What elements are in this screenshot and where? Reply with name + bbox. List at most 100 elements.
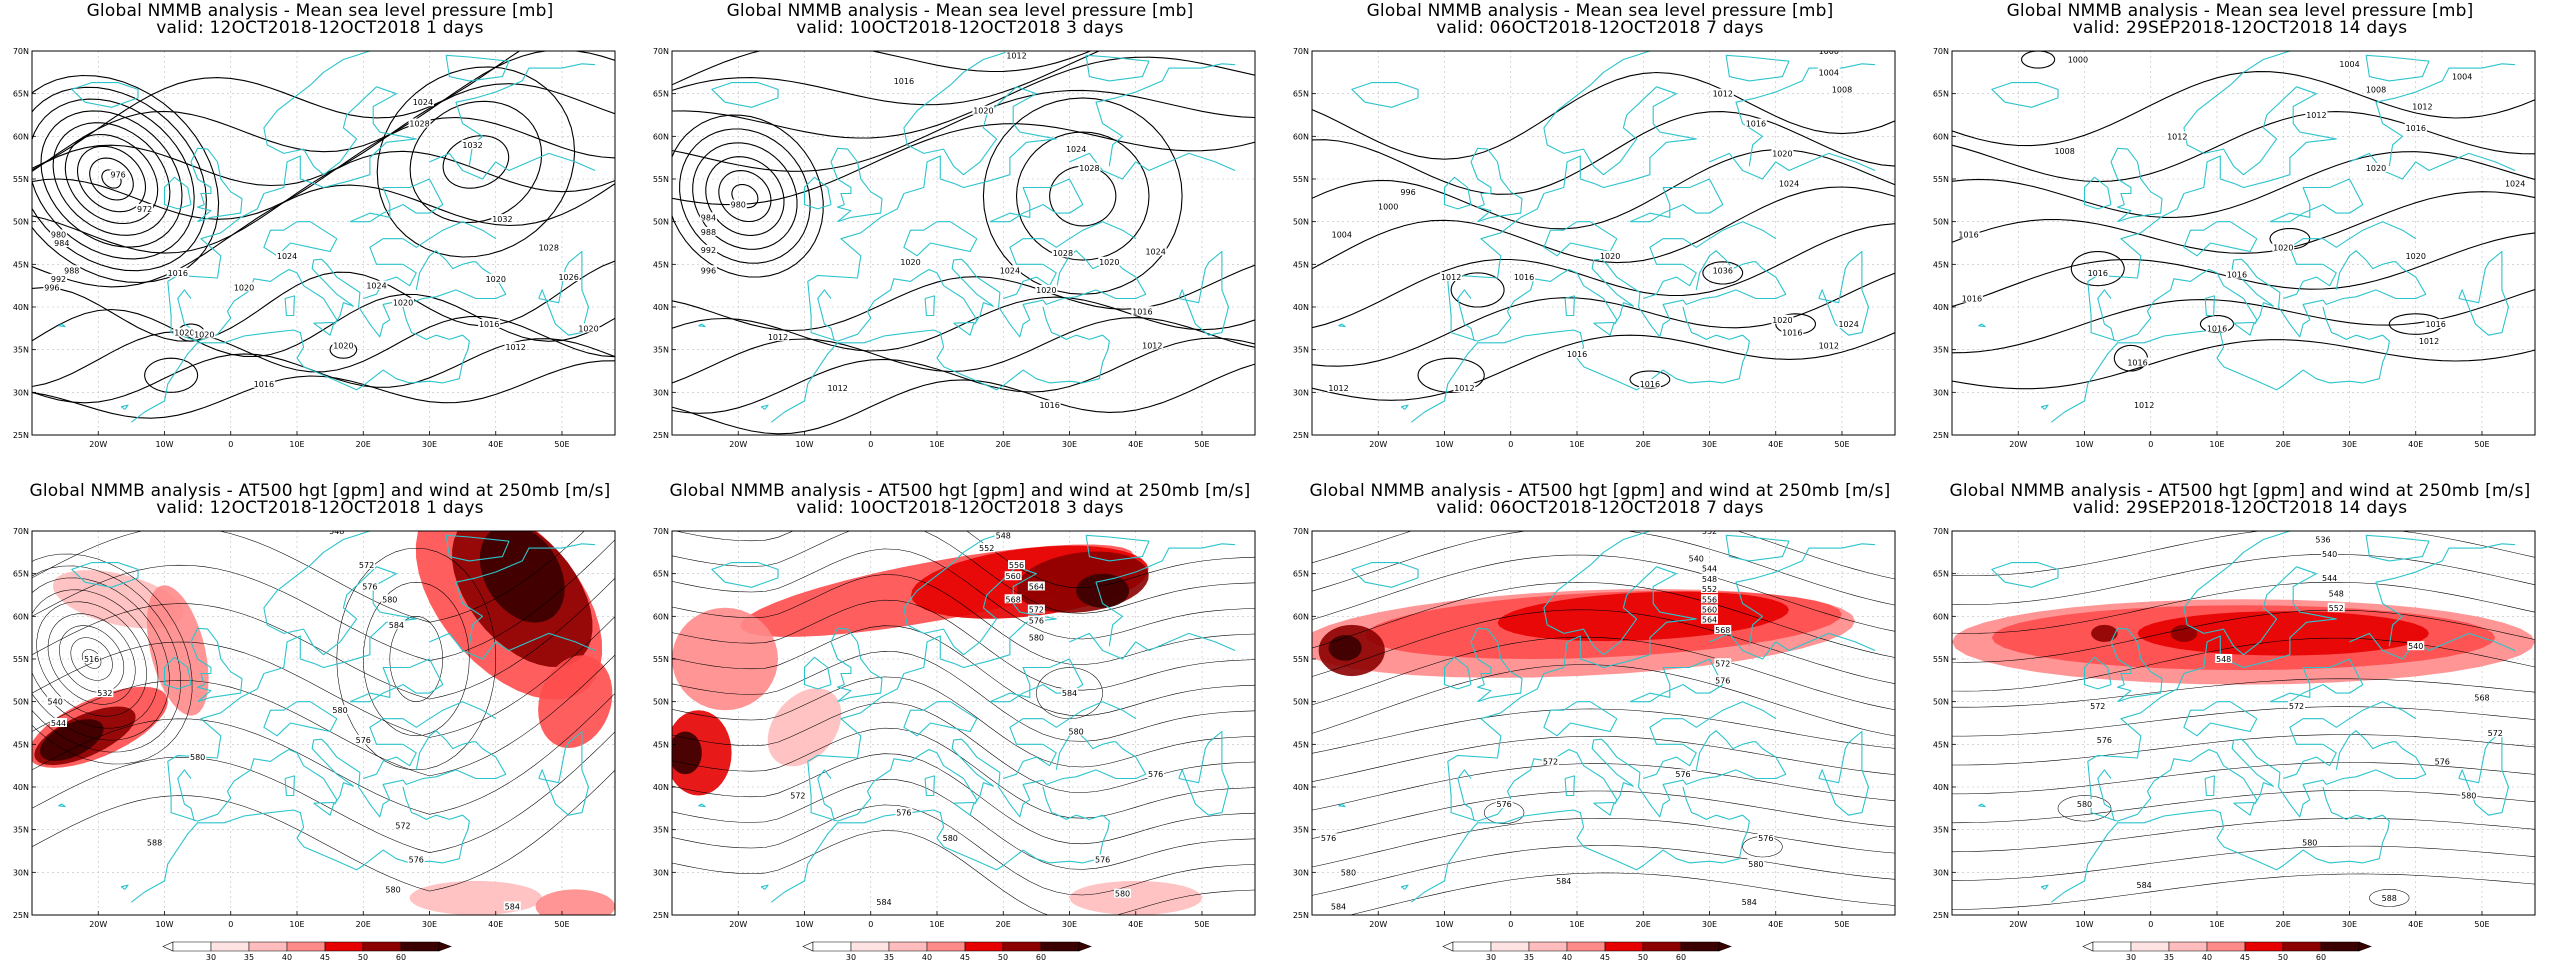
contour-label: 580: [2302, 838, 2317, 847]
contour-label: 1016: [2088, 269, 2108, 278]
contour-label-bg: [1701, 584, 1718, 594]
contour-label-bg: [1837, 319, 1860, 329]
coastline: [1477, 730, 1787, 822]
contour-label: 1024: [366, 282, 386, 291]
coastline: [2375, 63, 2516, 167]
y-tick-label: 70N: [1933, 47, 1949, 56]
coastline: [1543, 701, 1618, 737]
contour-line: [1312, 149, 1895, 230]
contour-line: [1775, 313, 1817, 335]
contour-line: [674, 531, 1255, 589]
contour-line: [2021, 51, 2056, 69]
coastline: [263, 221, 338, 257]
contour-label: 1028: [1053, 249, 1073, 258]
coastline: [2233, 801, 2255, 816]
coastline: [989, 658, 1084, 703]
contour-label-bg: [2166, 131, 2189, 141]
contour-label: 584: [389, 621, 404, 630]
contour-line: [409, 100, 543, 224]
contour-label-bg: [1771, 314, 1794, 324]
contour-line: [718, 170, 772, 223]
contour-label-bg: [2066, 54, 2089, 64]
contour-line: [2369, 889, 2410, 907]
wind-region: [1328, 635, 1362, 661]
coastline: [349, 178, 444, 223]
colorbar-segment: [850, 941, 890, 952]
contour-line: [672, 51, 1101, 106]
contour-label-bg: [504, 342, 527, 352]
contour-label: 1004: [1819, 68, 1839, 77]
coastline: [830, 147, 883, 223]
y-tick-label: 30N: [1933, 388, 1949, 397]
contour-label: 1016: [168, 269, 188, 278]
contour-line: [32, 731, 615, 853]
coastline: [163, 176, 192, 210]
coastline: [2233, 321, 2255, 336]
x-tick-label: 20E: [356, 920, 371, 929]
coastline: [1443, 176, 1472, 210]
contour-line: [32, 565, 181, 753]
contour-label: 996: [44, 283, 59, 292]
contour-label: 1016: [2406, 124, 2426, 133]
contour-line: [1312, 272, 1895, 367]
contour-label-bg: [1599, 250, 1622, 260]
contour-label: 576: [2435, 757, 2450, 766]
y-tick-label: 35N: [1933, 826, 1949, 835]
coastline: [284, 295, 295, 317]
coastline: [2040, 404, 2049, 410]
y-axis: 70N 65N 60N 55N 50N 45N 40N 35N 30N 25N: [653, 47, 676, 440]
x-tick-label: 20W: [1369, 440, 1387, 449]
coastline: [711, 562, 779, 588]
contour-label-bg: [2301, 837, 2319, 847]
y-tick-label: 65N: [1293, 90, 1309, 99]
x-tick-label: 10E: [1569, 440, 1584, 449]
contour-line: [672, 531, 1255, 614]
x-tick-label: 20W: [2009, 440, 2027, 449]
y-tick-label: 45N: [1293, 260, 1309, 269]
contour-label-bg: [1566, 348, 1588, 358]
colorbar-label: 45: [2240, 953, 2250, 960]
contour-line: [705, 156, 785, 236]
contour-label: 1004: [1332, 230, 1352, 239]
x-tick-label: 30E: [2342, 920, 2357, 929]
colorbar-segment: [2206, 941, 2246, 952]
contour-label: 1024: [277, 252, 297, 261]
x-tick-label: 0: [2148, 920, 2153, 929]
coastline: [1457, 289, 1475, 342]
coastline: [1351, 82, 1419, 108]
contour-line: [2388, 313, 2443, 335]
x-axis: 20W 10W 0 10E 20E 30E 40E 50E: [729, 431, 1210, 449]
y-tick-label: 35N: [1293, 826, 1309, 835]
contour-label: 572: [1543, 757, 1558, 766]
contour-label-bg: [699, 226, 717, 236]
contour-label-bg: [2404, 250, 2427, 260]
plot-frame: [1951, 530, 2536, 916]
panel-subtitle: valid: 29SEP2018-12OCT2018 14 days: [2072, 18, 2408, 38]
coastline: [1709, 152, 1876, 180]
y-tick-label: 55N: [653, 175, 669, 184]
y-tick-label: 60N: [1293, 612, 1309, 621]
contour-line: [32, 616, 615, 738]
contour-label: 548: [2329, 589, 2344, 598]
coastline: [2458, 250, 2510, 336]
coastline: [2365, 54, 2430, 82]
contour-label: 548: [2216, 655, 2231, 664]
contour-label: 584: [1331, 902, 1346, 911]
x-tick-label: 20E: [1636, 920, 1651, 929]
contour-label: 568: [1006, 595, 1021, 604]
contour-label-bg: [899, 256, 922, 266]
y-tick-label: 30N: [13, 388, 29, 397]
wind-region: [538, 655, 613, 748]
y-tick-label: 30N: [1933, 868, 1949, 877]
y-tick-label: 55N: [1293, 175, 1309, 184]
coastline: [58, 323, 66, 328]
contour-label-bg: [1711, 88, 1734, 98]
contour-label: 1024: [1066, 145, 1086, 154]
coastline: [349, 658, 444, 703]
contour-line: [1952, 817, 2535, 853]
contour-line: [76, 145, 147, 213]
contour-label: 1028: [409, 120, 429, 129]
contour-label: 1012: [1441, 273, 1461, 282]
contour-label-bg: [2404, 122, 2427, 132]
